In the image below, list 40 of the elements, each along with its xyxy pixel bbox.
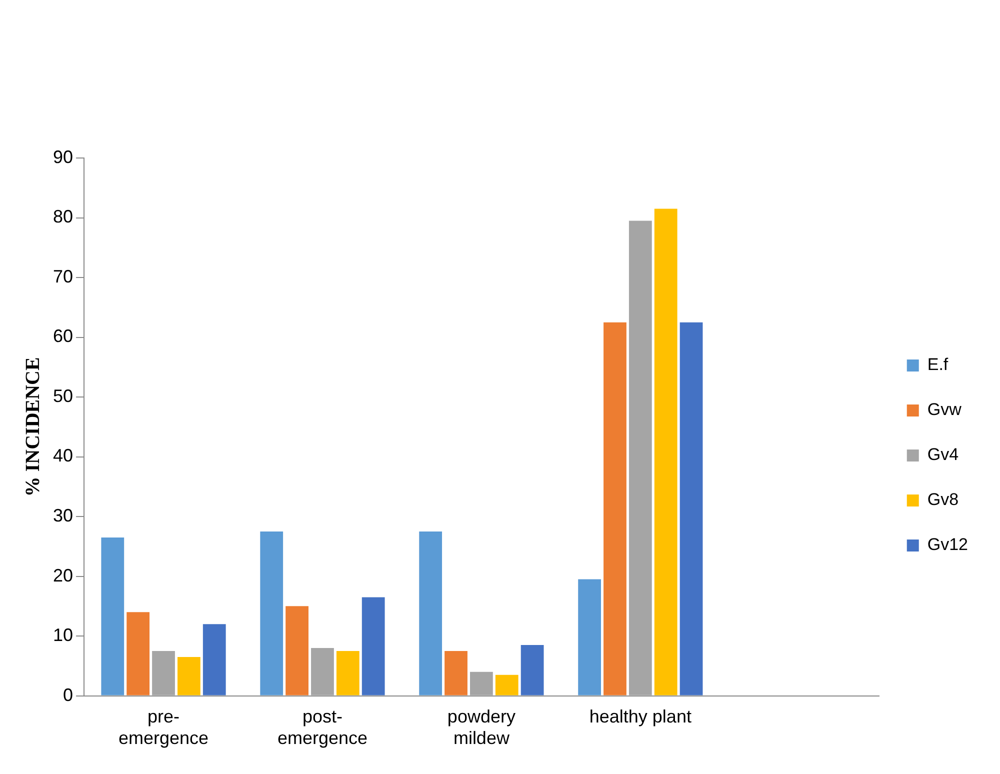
bar: [470, 672, 493, 696]
legend-label: Gv8: [927, 490, 959, 510]
bar: [654, 208, 678, 696]
bar: [336, 650, 360, 696]
bar: [444, 650, 468, 696]
bar: [101, 537, 124, 696]
y-tick-label: 60: [52, 326, 74, 346]
bar: [604, 322, 626, 696]
bar: [152, 650, 175, 696]
y-tick-label: 0: [63, 684, 74, 705]
legend-label: E.f: [927, 355, 948, 374]
y-tick-label: 20: [52, 565, 74, 586]
bar: [362, 597, 385, 696]
x-tick-label: post- emergence: [277, 706, 368, 748]
bar: [260, 531, 284, 696]
bar: [578, 579, 601, 696]
x-tick-label: healthy plant: [589, 706, 692, 727]
y-tick-label: 40: [52, 446, 74, 466]
bar: [520, 645, 544, 696]
y-tick-label: 50: [52, 386, 74, 406]
legend-label: Gv12: [927, 535, 968, 554]
bar: [419, 531, 442, 696]
x-tick-label: powdery mildew: [447, 706, 516, 748]
y-axis-title: % INCIDENCE: [22, 357, 44, 497]
legend-label: Gvw: [927, 400, 962, 420]
bar: [202, 624, 226, 696]
y-tick-label: 80: [52, 206, 74, 227]
y-tick-label: 10: [52, 625, 74, 646]
legend-label: Gv4: [927, 445, 959, 464]
bar: [495, 674, 518, 696]
bar: [628, 220, 652, 696]
bar: [680, 322, 703, 696]
x-tick-label: pre- emergence: [118, 706, 209, 748]
bar: [286, 606, 308, 696]
y-tick-label: 90: [52, 146, 74, 167]
bar: [126, 612, 150, 696]
bar: [311, 648, 334, 696]
y-tick-label: 30: [52, 506, 74, 526]
y-tick-label: 70: [52, 266, 74, 286]
bar: [177, 656, 200, 696]
